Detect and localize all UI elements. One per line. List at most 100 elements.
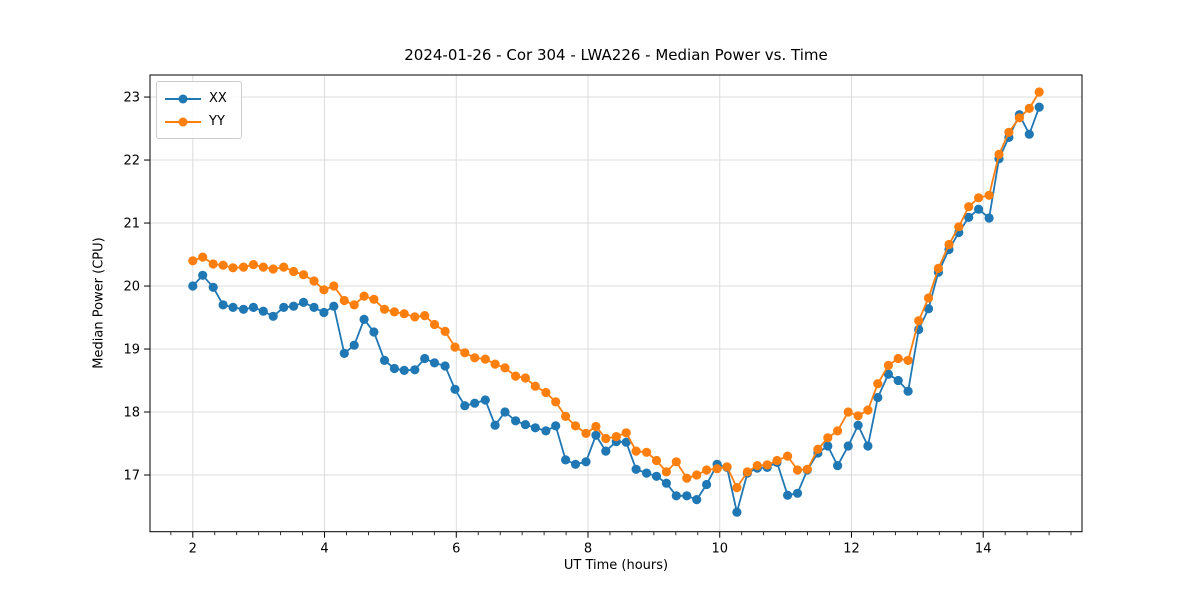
data-point xyxy=(702,479,712,490)
data-point xyxy=(883,360,894,370)
data-point xyxy=(671,457,681,467)
chart-title: 2024-01-26 - Cor 304 - LWA226 - Median P… xyxy=(404,46,828,64)
data-point xyxy=(258,262,268,272)
data-point xyxy=(510,416,521,426)
data-point xyxy=(208,282,218,292)
data-point xyxy=(188,256,198,266)
data-point xyxy=(420,311,430,321)
data-point xyxy=(309,302,319,312)
data-point xyxy=(218,260,228,270)
data-point xyxy=(792,488,803,498)
data-point xyxy=(238,304,249,314)
series-line-xx xyxy=(192,106,1041,513)
data-point xyxy=(873,379,883,389)
data-point xyxy=(410,312,420,322)
data-point xyxy=(591,430,601,440)
y-tick-label: 20 xyxy=(123,280,140,295)
data-point xyxy=(399,365,409,375)
data-point xyxy=(298,297,309,307)
x-tick-label: 6 xyxy=(452,542,460,557)
y-tick-label: 18 xyxy=(123,406,140,421)
data-point xyxy=(954,222,964,232)
series-xx xyxy=(188,102,1044,517)
legend: XX YY xyxy=(156,81,242,139)
data-point xyxy=(984,213,994,223)
data-point xyxy=(490,359,500,369)
data-point xyxy=(702,465,712,475)
data-point xyxy=(289,266,299,277)
data-point xyxy=(470,353,480,363)
data-point xyxy=(198,270,208,280)
data-point xyxy=(682,473,692,483)
data-point xyxy=(450,384,460,394)
data-point xyxy=(530,381,540,391)
data-point xyxy=(359,291,369,301)
data-point xyxy=(450,342,460,352)
data-point xyxy=(843,407,853,417)
axis-ticks: 2 4 6 8 10 12 14 17 18 19 20 21 22 23 xyxy=(123,91,1072,557)
data-point xyxy=(379,304,390,314)
data-point xyxy=(188,281,198,291)
data-point xyxy=(1014,113,1024,123)
data-point xyxy=(591,421,601,432)
data-point xyxy=(470,398,480,408)
data-point xyxy=(984,190,994,200)
y-tick-label: 19 xyxy=(123,343,140,358)
data-point xyxy=(923,293,934,303)
legend-label: YY xyxy=(209,114,225,129)
data-point xyxy=(298,270,309,280)
data-point xyxy=(964,202,974,212)
data-point xyxy=(813,444,823,454)
data-point xyxy=(480,354,490,364)
data-point xyxy=(631,464,641,474)
data-point xyxy=(389,363,399,374)
data-point xyxy=(631,446,641,456)
data-point xyxy=(198,252,208,262)
data-point xyxy=(389,307,399,317)
data-point xyxy=(258,306,268,316)
legend-label: XX xyxy=(209,91,227,106)
axes-box xyxy=(149,74,1083,533)
data-point xyxy=(833,461,843,471)
x-axis-label: UT Time (hours) xyxy=(563,558,669,573)
data-point xyxy=(268,264,278,274)
data-point xyxy=(480,395,490,405)
data-point xyxy=(1034,87,1044,97)
data-point xyxy=(903,386,913,396)
data-point xyxy=(1004,127,1014,137)
data-point xyxy=(238,262,249,272)
data-point xyxy=(1024,103,1034,113)
data-point xyxy=(561,411,571,421)
data-point xyxy=(319,307,329,318)
data-point xyxy=(510,371,521,381)
data-point xyxy=(410,365,420,375)
data-point xyxy=(349,300,359,310)
data-point xyxy=(429,319,440,330)
data-point xyxy=(893,375,903,386)
data-point xyxy=(601,446,611,456)
x-tick-label: 14 xyxy=(975,542,992,557)
data-point xyxy=(682,491,692,501)
data-point xyxy=(651,455,662,466)
data-point xyxy=(651,471,662,481)
data-point xyxy=(570,421,581,431)
data-point xyxy=(933,263,944,273)
data-point xyxy=(944,239,954,250)
data-point xyxy=(541,426,551,436)
data-point xyxy=(1034,102,1044,112)
data-point xyxy=(440,361,450,371)
data-point xyxy=(208,259,218,269)
data-point xyxy=(863,441,873,451)
data-point xyxy=(339,348,349,358)
data-point xyxy=(732,483,742,493)
data-point xyxy=(692,470,702,480)
data-point xyxy=(561,455,571,465)
data-point xyxy=(914,316,924,326)
data-point xyxy=(399,309,409,319)
data-point xyxy=(248,302,258,312)
data-point xyxy=(228,263,238,273)
data-point xyxy=(570,459,581,469)
data-point xyxy=(843,441,853,451)
data-point xyxy=(762,460,772,470)
